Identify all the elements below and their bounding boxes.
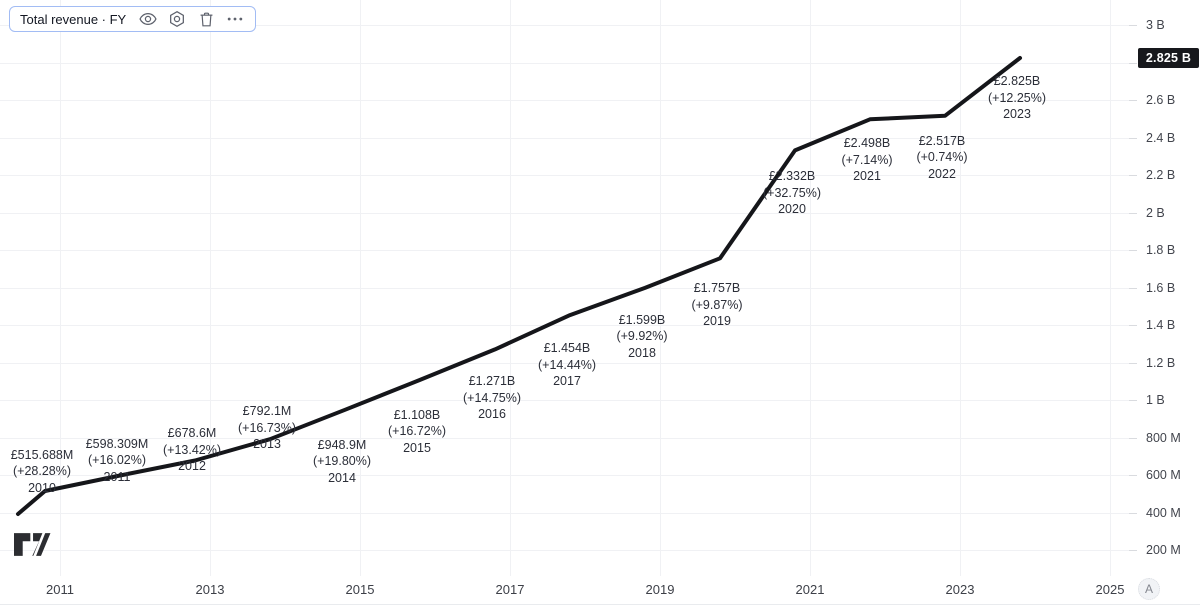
legend-pill[interactable]: Total revenue · FY (9, 6, 257, 32)
x-axis-label: 2021 (795, 582, 825, 597)
y-axis-label: 2.2 B (1146, 168, 1176, 183)
last-value-badge: 2.825 B (1138, 48, 1199, 68)
y-axis-label: 2 B (1146, 205, 1165, 220)
gear-icon (170, 10, 185, 28)
legend-title: Total revenue · FY (20, 11, 127, 27)
y-axis-label: 600 M (1146, 468, 1181, 483)
price-axis[interactable]: 2.825 B 3 B 2.6 B 2.4 B 2.2 B 2 B 1.8 B 1.6 B 1… (1138, 0, 1200, 576)
revenue-polyline (16, 56, 1022, 516)
x-axis-label: 2017 (495, 582, 525, 597)
x-axis-label: 2011 (46, 582, 74, 597)
x-axis-label: 2015 (345, 582, 375, 597)
y-axis-label: 1.2 B (1146, 355, 1176, 370)
visibility-button[interactable] (137, 8, 159, 30)
y-axis-label: 2.4 B (1146, 130, 1176, 145)
x-axis-label: 2025 (1095, 582, 1125, 597)
trash-icon (200, 12, 213, 26)
y-axis-label: 1.4 B (1146, 318, 1176, 333)
time-axis[interactable]: 2011 2013 2015 2017 2019 2021 2023 2025 (0, 576, 1200, 614)
x-axis-label: 2023 (945, 582, 975, 597)
x-axis-label: 2019 (645, 582, 675, 597)
x-axis-label: 2013 (195, 582, 225, 597)
delete-button[interactable] (195, 8, 217, 30)
settings-button[interactable] (166, 8, 188, 30)
y-axis-label: 1.6 B (1146, 280, 1176, 295)
more-options-button[interactable] (224, 8, 246, 30)
y-axis-label: 2.6 B (1146, 93, 1176, 108)
auto-scale-button[interactable]: A (1138, 578, 1160, 600)
tradingview-logo[interactable] (14, 531, 51, 561)
y-axis-label: 1 B (1146, 393, 1165, 408)
y-axis-label: 3 B (1146, 18, 1165, 33)
ellipsis-icon (227, 17, 243, 21)
y-axis-label: 400 M (1146, 505, 1181, 520)
y-axis-label: 1.8 B (1146, 243, 1176, 258)
grid-layer (0, 0, 1137, 576)
y-axis-label: 800 M (1146, 430, 1181, 445)
axis-separator-line (0, 604, 1200, 605)
y-axis-label: 200 M (1146, 543, 1181, 558)
eye-icon (139, 13, 157, 25)
